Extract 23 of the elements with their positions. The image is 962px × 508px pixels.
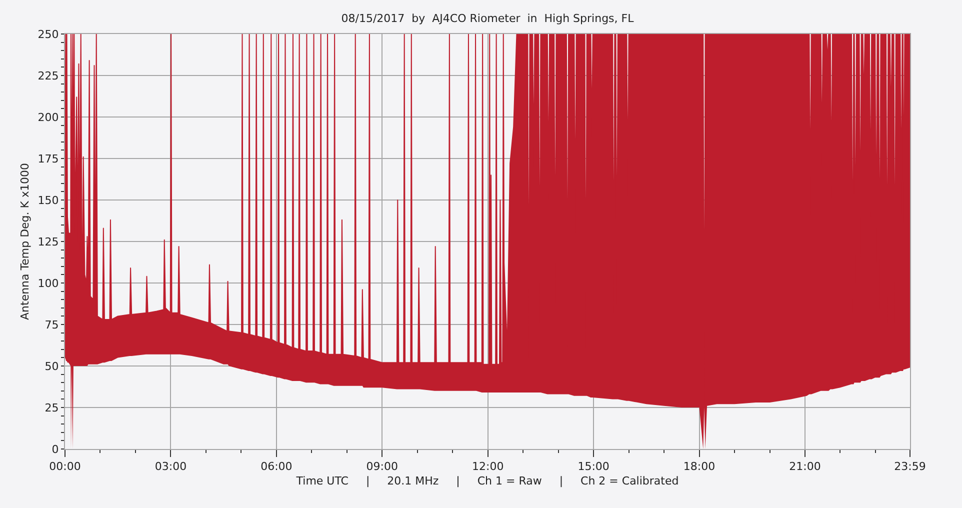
- x-tick-label: 23:59: [894, 460, 926, 474]
- y-tick-label: 25: [44, 401, 59, 414]
- y-axis-title: Antenna Temp Deg. K x1000: [18, 163, 32, 320]
- y-tick-label: 0: [52, 442, 59, 456]
- x-tick-label: 00:00: [49, 460, 81, 474]
- x-tick-label: 15:00: [578, 460, 610, 474]
- chart-title: 08/15/2017 by AJ4CO Riometer in High Springs, FL: [341, 12, 635, 25]
- x-tick-label: 21:00: [789, 460, 821, 474]
- x-tick-label: 03:00: [154, 460, 187, 474]
- x-tick-label: 06:00: [260, 460, 292, 474]
- x-tick-label: 18:00: [683, 460, 716, 474]
- y-tick-label: 125: [38, 235, 59, 248]
- x-tick-label: 09:00: [366, 460, 398, 474]
- y-tick-label: 100: [38, 276, 59, 290]
- y-tick-label: 200: [38, 110, 59, 124]
- x-axis-title: Time UTC | 20.1 MHz | Ch 1 = Raw | Ch 2 = Calibrated: [295, 474, 679, 488]
- y-tick-label: 250: [38, 28, 59, 41]
- y-tick-label: 150: [38, 194, 59, 207]
- y-tick-label: 225: [38, 69, 59, 82]
- y-tick-label: 75: [44, 318, 59, 332]
- x-tick-label: 12:00: [472, 460, 504, 474]
- y-tick-label: 175: [38, 152, 59, 166]
- y-tick-label: 50: [44, 360, 59, 373]
